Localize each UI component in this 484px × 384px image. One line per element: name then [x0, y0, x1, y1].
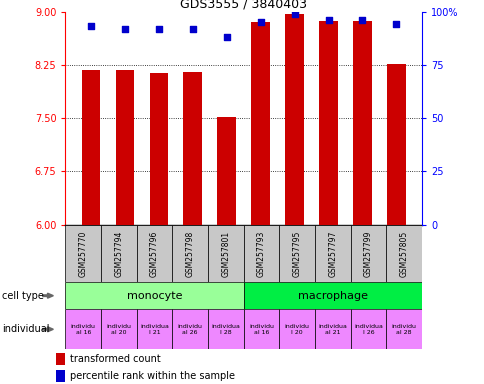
Title: GDS3555 / 3840403: GDS3555 / 3840403 — [180, 0, 306, 10]
Bar — [101, 225, 136, 282]
Text: GSM257793: GSM257793 — [257, 230, 266, 276]
Bar — [243, 282, 421, 309]
Bar — [350, 309, 385, 349]
Point — [223, 34, 230, 40]
Text: GSM257770: GSM257770 — [78, 230, 88, 276]
Point — [392, 21, 399, 27]
Bar — [101, 309, 136, 349]
Point — [324, 17, 332, 23]
Text: individu
al 26: individu al 26 — [177, 324, 202, 335]
Point — [87, 23, 95, 30]
Text: GSM257797: GSM257797 — [328, 230, 337, 276]
Bar — [385, 225, 421, 282]
Text: GSM257805: GSM257805 — [399, 230, 408, 276]
Text: GSM257796: GSM257796 — [150, 230, 159, 276]
Point — [121, 25, 129, 31]
Bar — [314, 225, 350, 282]
Text: GSM257801: GSM257801 — [221, 230, 230, 276]
Bar — [115, 71, 134, 225]
Bar — [208, 225, 243, 282]
Text: individua
l 26: individua l 26 — [353, 324, 382, 335]
Bar — [285, 14, 303, 225]
Text: monocyte: monocyte — [127, 291, 182, 301]
Bar — [208, 309, 243, 349]
Text: individua
l 21: individua l 21 — [140, 324, 169, 335]
Bar — [136, 309, 172, 349]
Text: individual: individual — [2, 324, 50, 334]
Text: individua
l 28: individua l 28 — [211, 324, 240, 335]
Bar — [243, 225, 279, 282]
Bar — [65, 225, 101, 282]
Text: individu
al 20: individu al 20 — [106, 324, 131, 335]
Bar — [314, 309, 350, 349]
Text: macrophage: macrophage — [297, 291, 367, 301]
Bar — [183, 72, 202, 225]
Bar — [352, 21, 371, 225]
Text: individu
l 20: individu l 20 — [284, 324, 309, 335]
Text: transformed count: transformed count — [70, 354, 161, 364]
Bar — [279, 309, 314, 349]
Text: percentile rank within the sample: percentile rank within the sample — [70, 371, 235, 381]
Point — [189, 25, 197, 31]
Point — [256, 19, 264, 25]
Bar — [386, 64, 405, 225]
Bar — [172, 309, 208, 349]
Bar — [65, 309, 101, 349]
Text: individu
al 28: individu al 28 — [391, 324, 416, 335]
Bar — [318, 21, 337, 225]
Text: GSM257799: GSM257799 — [363, 230, 372, 276]
Point — [358, 17, 365, 23]
Bar — [217, 117, 236, 225]
Bar — [149, 73, 168, 225]
Text: individu
al 16: individu al 16 — [248, 324, 273, 335]
Text: GSM257794: GSM257794 — [114, 230, 123, 276]
Bar — [56, 370, 65, 382]
Bar — [279, 225, 314, 282]
Bar — [243, 309, 279, 349]
Point — [155, 25, 163, 31]
Bar — [56, 353, 65, 366]
Bar — [136, 225, 172, 282]
Text: GSM257795: GSM257795 — [292, 230, 301, 276]
Bar — [65, 282, 243, 309]
Bar — [385, 309, 421, 349]
Text: cell type: cell type — [2, 291, 44, 301]
Text: GSM257798: GSM257798 — [185, 230, 195, 276]
Point — [290, 11, 298, 17]
Text: individua
al 21: individua al 21 — [318, 324, 347, 335]
Text: individu
al 16: individu al 16 — [71, 324, 96, 335]
Bar — [81, 71, 100, 225]
Bar — [251, 22, 270, 225]
Bar — [172, 225, 208, 282]
Bar — [350, 225, 385, 282]
